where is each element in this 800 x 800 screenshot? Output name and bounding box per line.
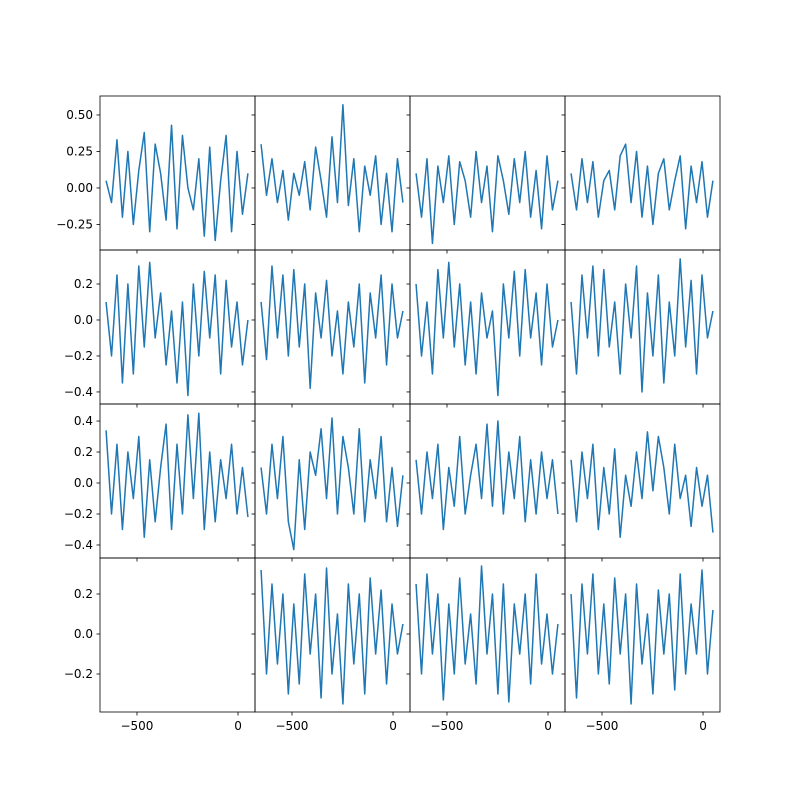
subplot: −0.4 −0.2 0.0 0.2 0.4 [64, 403, 256, 562]
y-tick-label: −0.2 [64, 667, 93, 681]
y-tick-label: 0.25 [66, 144, 93, 158]
y-tick-label: 0.2 [74, 277, 93, 291]
line [570, 258, 714, 393]
frame [99, 557, 256, 713]
frame [254, 557, 411, 713]
x-tick-label: −500 [585, 719, 618, 733]
line [570, 143, 714, 230]
line [260, 417, 404, 551]
subplot: −0.25 0.00 0.25 0.50 [56, 95, 256, 254]
line [570, 569, 714, 705]
line [415, 565, 559, 703]
subplot: −500 0 [251, 557, 411, 733]
y-tick-label: −0.2 [64, 507, 93, 521]
line [415, 150, 559, 245]
frame [99, 403, 256, 559]
line [260, 265, 404, 390]
line [260, 104, 404, 233]
y-tick-label: 0.0 [74, 627, 93, 641]
subplot: −500 0 [406, 557, 566, 733]
x-tick-label: −500 [430, 719, 463, 733]
y-tick-label: 0.0 [74, 313, 93, 327]
frame [564, 403, 721, 559]
x-tick-label: 0 [699, 719, 707, 733]
line [105, 412, 249, 538]
subplot [561, 95, 721, 254]
frame [409, 249, 566, 405]
frame [409, 557, 566, 713]
y-tick-label: 0.4 [74, 414, 93, 428]
subplot [561, 403, 721, 562]
subplot: −0.4 −0.2 0.0 0.2 [64, 249, 256, 408]
line [415, 261, 559, 397]
subplot [406, 403, 566, 562]
frame [564, 557, 721, 713]
y-tick-label: −0.2 [64, 349, 93, 363]
subplot [406, 249, 566, 408]
frame [564, 95, 721, 251]
line [105, 261, 249, 397]
y-tick-label: −0.4 [64, 538, 93, 552]
line [570, 431, 714, 538]
subplot [561, 249, 721, 408]
y-tick-label: 0.00 [66, 181, 93, 195]
subplot [406, 95, 566, 254]
y-tick-label: 0.2 [74, 445, 93, 459]
x-tick-label: 0 [234, 719, 242, 733]
line [415, 420, 559, 531]
x-tick-label: −500 [275, 719, 308, 733]
line [260, 567, 404, 705]
line [105, 124, 249, 242]
x-tick-label: −500 [120, 719, 153, 733]
subplot [251, 403, 411, 562]
x-tick-label: 0 [389, 719, 397, 733]
y-tick-label: 0.50 [66, 108, 93, 122]
x-tick-label: 0 [544, 719, 552, 733]
y-tick-label: 0.0 [74, 476, 93, 490]
y-tick-label: 0.2 [74, 587, 93, 601]
subplot: −500 0 [561, 557, 721, 733]
subplot: −0.2 0.0 0.2 −500 0 [64, 557, 256, 733]
y-tick-label: −0.25 [56, 217, 93, 231]
subplot [251, 249, 411, 408]
y-tick-label: −0.4 [64, 385, 93, 399]
subplot [251, 95, 411, 254]
